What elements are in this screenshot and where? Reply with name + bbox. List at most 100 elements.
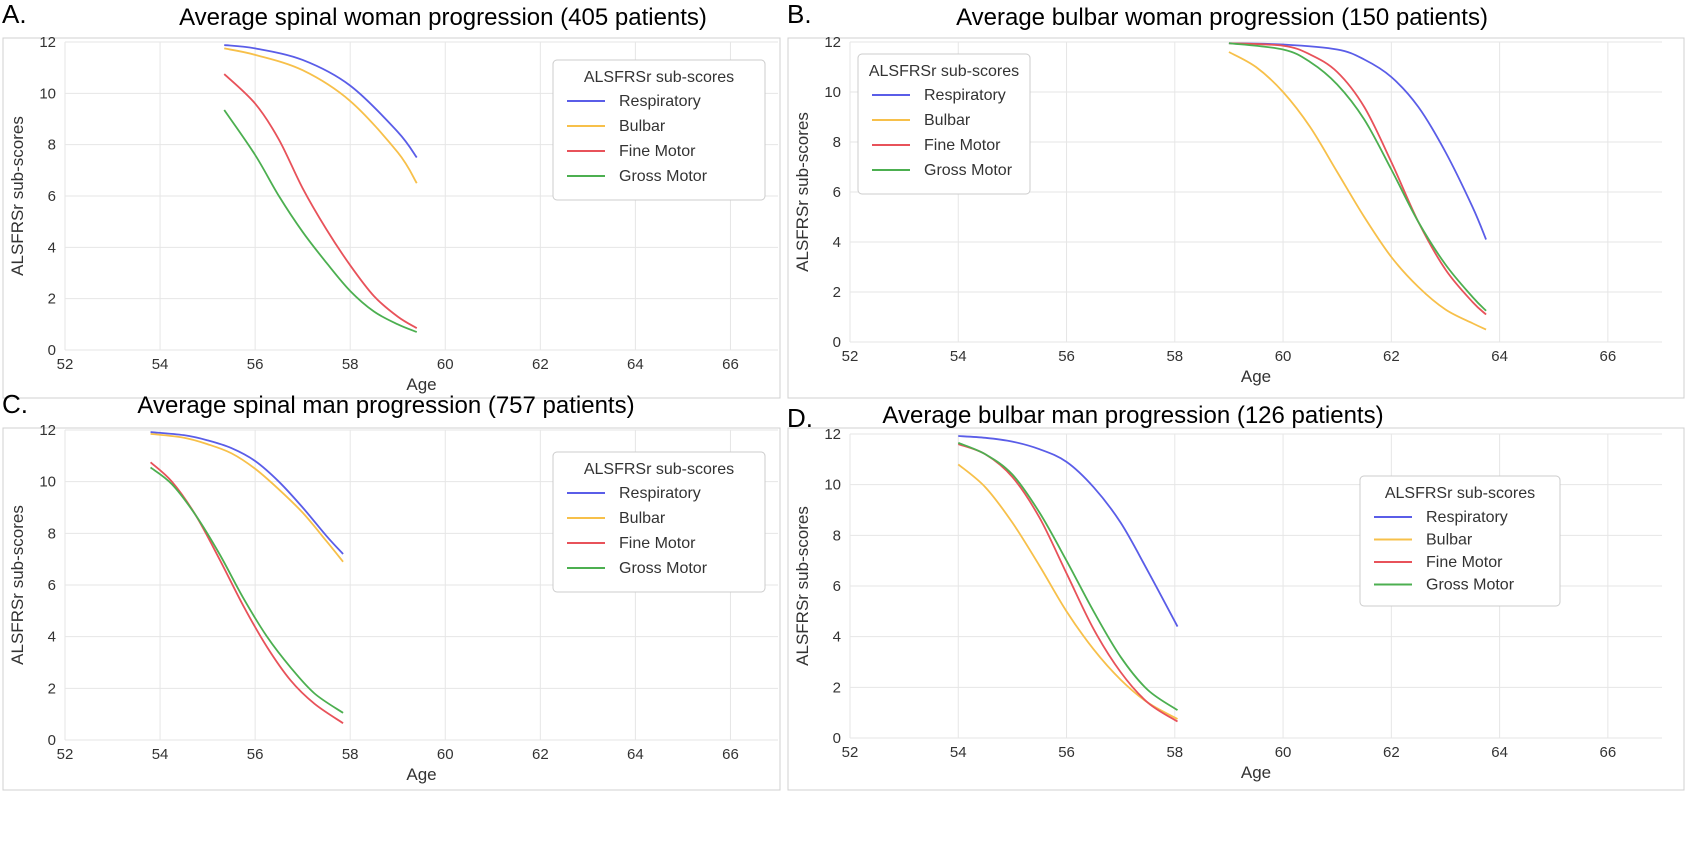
y-tick-label: 6 — [833, 578, 841, 595]
legend-item-label: Gross Motor — [924, 162, 1013, 179]
panel-letter: A. — [2, 0, 27, 29]
legend-item-label: Bulbar — [619, 510, 666, 527]
y-tick-label: 8 — [833, 527, 841, 544]
x-tick-label: 64 — [627, 356, 644, 373]
legend-box — [857, 53, 1031, 195]
chart-title: Average bulbar woman progression (150 pa… — [956, 4, 1488, 31]
x-axis-label: Age — [1241, 763, 1271, 782]
legend-box — [1359, 475, 1561, 607]
legend-item-label: Respiratory — [1426, 509, 1508, 526]
x-tick-label: 60 — [437, 746, 454, 763]
y-axis-label: ALSFRSr sub-scores — [793, 506, 812, 666]
legend-box — [552, 59, 766, 201]
y-tick-label: 8 — [48, 525, 56, 542]
y-tick-label: 10 — [824, 477, 841, 494]
series-line-fine-motor — [149, 461, 344, 724]
series-line-gross-motor — [957, 442, 1179, 711]
y-tick-label: 4 — [48, 239, 56, 256]
series-line-respiratory — [958, 435, 1179, 627]
series-line-bulbar — [957, 463, 1178, 720]
legend-item-label: Respiratory — [619, 485, 701, 502]
legend-item-label: Fine Motor — [924, 137, 1001, 154]
series-line-respiratory — [1228, 42, 1487, 240]
x-tick-label: 58 — [1166, 744, 1183, 761]
y-tick-label: 8 — [833, 134, 841, 151]
x-tick-label: 66 — [1600, 348, 1617, 365]
x-axis-label: Age — [406, 375, 436, 394]
x-tick-label: 52 — [842, 348, 859, 365]
x-tick-label: 64 — [1491, 348, 1508, 365]
y-tick-label: 6 — [833, 184, 841, 201]
y-tick-label: 2 — [48, 680, 56, 697]
x-axis-label: Age — [406, 765, 436, 784]
x-tick-label: 52 — [842, 744, 859, 761]
y-tick-label: 0 — [48, 732, 56, 749]
chart-title: Average spinal man progression (757 pati… — [137, 392, 634, 419]
series-line-fine-motor — [957, 443, 1178, 723]
chart-title: Average bulbar man progression (126 pati… — [882, 402, 1383, 429]
x-tick-label: 54 — [950, 744, 967, 761]
y-tick-label: 4 — [833, 234, 841, 251]
y-tick-label: 12 — [39, 34, 56, 51]
legend-item-label: Bulbar — [619, 118, 666, 135]
x-tick-label: 58 — [1166, 348, 1183, 365]
legend-item-label: Bulbar — [924, 112, 971, 129]
x-tick-label: 60 — [1275, 348, 1292, 365]
x-tick-label: 56 — [247, 746, 264, 763]
legend-item-label: Fine Motor — [619, 535, 696, 552]
series-line-bulbar — [150, 432, 344, 563]
y-tick-label: 2 — [833, 284, 841, 301]
legend-title: ALSFRSr sub-scores — [1385, 485, 1535, 502]
legend-item-label: Gross Motor — [619, 168, 708, 185]
legend-item-label: Gross Motor — [619, 560, 708, 577]
x-tick-label: 56 — [1058, 744, 1075, 761]
series-line-gross-motor — [223, 109, 418, 333]
panel-letter: B. — [787, 0, 812, 29]
x-tick-label: 60 — [1275, 744, 1292, 761]
series-line-respiratory — [150, 431, 344, 555]
x-tick-label: 62 — [532, 746, 549, 763]
x-tick-label: 60 — [437, 356, 454, 373]
legend: ALSFRSr sub-scores Respiratory Bulbar Fine … — [1359, 475, 1561, 607]
y-tick-label: 10 — [39, 474, 56, 491]
series-line-fine-motor — [223, 73, 418, 329]
legend-item-label: Respiratory — [619, 93, 701, 110]
panel-letter: C. — [2, 389, 28, 419]
legend-title: ALSFRSr sub-scores — [584, 69, 734, 86]
legend-item-label: Fine Motor — [619, 143, 696, 160]
chart-title: Average spinal woman progression (405 pa… — [179, 4, 707, 31]
x-tick-label: 54 — [950, 348, 967, 365]
x-tick-label: 58 — [342, 746, 359, 763]
legend-box — [552, 451, 766, 593]
x-tick-label: 58 — [342, 356, 359, 373]
legend-item-label: Bulbar — [1426, 532, 1473, 549]
x-tick-label: 62 — [1383, 348, 1400, 365]
series-line-respiratory — [224, 44, 418, 159]
x-tick-label: 66 — [1600, 744, 1617, 761]
panel-border — [787, 37, 1685, 399]
x-tick-label: 56 — [247, 356, 264, 373]
chart-panel-4: 52 54 56 58 60 62 64 66 0 2 4 6 8 10 12 Age ALSFRSr sub-… — [787, 402, 1685, 791]
y-tick-label: 8 — [48, 137, 56, 154]
x-tick-label: 64 — [1491, 744, 1508, 761]
x-tick-label: 64 — [627, 746, 644, 763]
y-axis-label: ALSFRSr sub-scores — [793, 112, 812, 272]
series-line-bulbar — [1228, 51, 1487, 331]
y-tick-label: 12 — [824, 34, 841, 51]
y-tick-label: 4 — [833, 629, 841, 646]
legend-title: ALSFRSr sub-scores — [869, 63, 1019, 80]
chart-panel-3: 52 54 56 58 60 62 64 66 0 2 4 6 8 10 12 Age ALSFRSr sub-… — [2, 389, 781, 791]
panel-border — [787, 427, 1685, 791]
series-line-gross-motor — [1228, 42, 1487, 312]
y-tick-label: 12 — [824, 426, 841, 443]
y-tick-label: 0 — [833, 730, 841, 747]
x-tick-label: 62 — [1383, 744, 1400, 761]
x-tick-label: 54 — [152, 746, 169, 763]
y-tick-label: 0 — [833, 334, 841, 351]
legend: ALSFRSr sub-scores Respiratory Bulbar Fine … — [552, 451, 766, 593]
series-line-fine-motor — [1228, 42, 1487, 316]
panel-letter: D. — [787, 403, 813, 433]
chart-panel-1: 52 54 56 58 60 62 64 66 0 2 4 6 8 10 12 Age ALSFRSr sub-… — [2, 0, 781, 399]
x-tick-label: 66 — [722, 746, 739, 763]
